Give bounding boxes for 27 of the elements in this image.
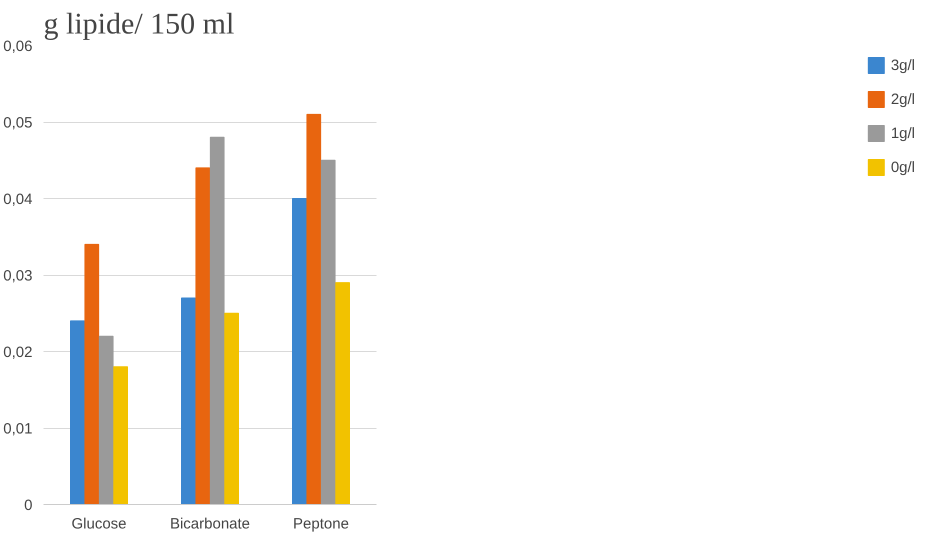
bar — [292, 198, 307, 504]
legend-label: 3g/l — [890, 56, 915, 74]
bar — [335, 282, 350, 504]
bar — [210, 136, 225, 504]
bar — [320, 160, 336, 504]
chart-title: g lipide/ 150 ml — [44, 8, 234, 40]
bar — [98, 336, 114, 504]
x-tick-label: Peptone — [293, 516, 349, 532]
legend-label: 0g/l — [890, 158, 915, 176]
bar — [84, 244, 100, 504]
legend-label: 1g/l — [890, 124, 915, 142]
bar — [224, 312, 239, 504]
y-tick-label: 0,05 — [3, 114, 33, 132]
bar — [181, 297, 196, 504]
bar — [113, 366, 128, 504]
y-tick-label: 0,02 — [3, 344, 33, 361]
y-tick-label: 0,06 — [3, 38, 33, 55]
y-tick-label: 0,04 — [3, 191, 33, 208]
bar — [306, 114, 322, 504]
y-tick-label: 0,01 — [3, 420, 33, 438]
y-tick-label: 0,03 — [3, 268, 33, 284]
y-tick-label: 0 — [24, 497, 32, 514]
bar — [70, 320, 85, 504]
x-tick-label: Bicarbonate — [170, 516, 250, 532]
legend-label: 2g/l — [890, 90, 915, 108]
x-tick-label: Glucose — [71, 516, 127, 532]
bar — [195, 167, 210, 504]
